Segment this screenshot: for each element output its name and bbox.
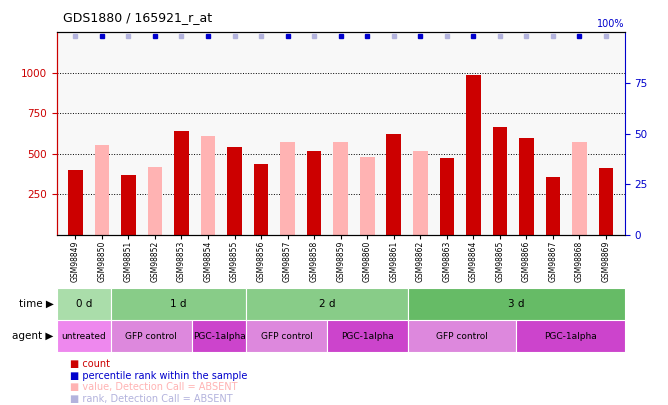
Bar <box>246 288 408 320</box>
Bar <box>327 320 408 352</box>
Bar <box>307 151 321 235</box>
Bar <box>599 168 613 235</box>
Text: 2 d: 2 d <box>319 299 335 309</box>
Bar <box>333 142 348 235</box>
Bar <box>111 288 246 320</box>
Text: 3 d: 3 d <box>508 299 524 309</box>
Text: GFP control: GFP control <box>261 332 313 341</box>
Text: 1 d: 1 d <box>170 299 186 309</box>
Bar <box>111 320 192 352</box>
Bar <box>519 138 534 235</box>
Bar <box>281 142 295 235</box>
Bar <box>121 175 136 235</box>
Bar <box>492 127 507 235</box>
Text: GFP control: GFP control <box>126 332 177 341</box>
Bar <box>174 131 189 235</box>
Bar <box>148 167 162 235</box>
Bar <box>360 157 375 235</box>
Bar <box>387 134 401 235</box>
Bar <box>408 320 516 352</box>
Bar <box>254 164 269 235</box>
Bar <box>200 136 215 235</box>
Bar <box>57 320 111 352</box>
Bar <box>516 320 625 352</box>
Bar <box>572 142 587 235</box>
Text: 100%: 100% <box>597 19 625 30</box>
Text: ■ rank, Detection Call = ABSENT: ■ rank, Detection Call = ABSENT <box>70 394 232 403</box>
Bar <box>246 320 327 352</box>
Bar <box>192 320 246 352</box>
Bar <box>57 288 111 320</box>
Text: ■ count: ■ count <box>70 360 110 369</box>
Bar <box>440 158 454 235</box>
Text: agent ▶: agent ▶ <box>12 331 53 341</box>
Text: ■ value, Detection Call = ABSENT: ■ value, Detection Call = ABSENT <box>70 382 238 392</box>
Text: GFP control: GFP control <box>436 332 488 341</box>
Bar <box>408 288 625 320</box>
Text: 0 d: 0 d <box>75 299 92 309</box>
Bar <box>95 145 109 235</box>
Bar <box>413 151 428 235</box>
Text: time ▶: time ▶ <box>19 299 53 309</box>
Text: PGC-1alpha: PGC-1alpha <box>544 332 597 341</box>
Text: untreated: untreated <box>61 332 106 341</box>
Bar <box>227 147 242 235</box>
Text: ■ percentile rank within the sample: ■ percentile rank within the sample <box>70 371 248 381</box>
Bar <box>466 75 481 235</box>
Text: PGC-1alpha: PGC-1alpha <box>341 332 394 341</box>
Text: PGC-1alpha: PGC-1alpha <box>192 332 245 341</box>
Bar <box>546 177 560 235</box>
Bar <box>68 170 83 235</box>
Text: GDS1880 / 165921_r_at: GDS1880 / 165921_r_at <box>63 11 212 24</box>
